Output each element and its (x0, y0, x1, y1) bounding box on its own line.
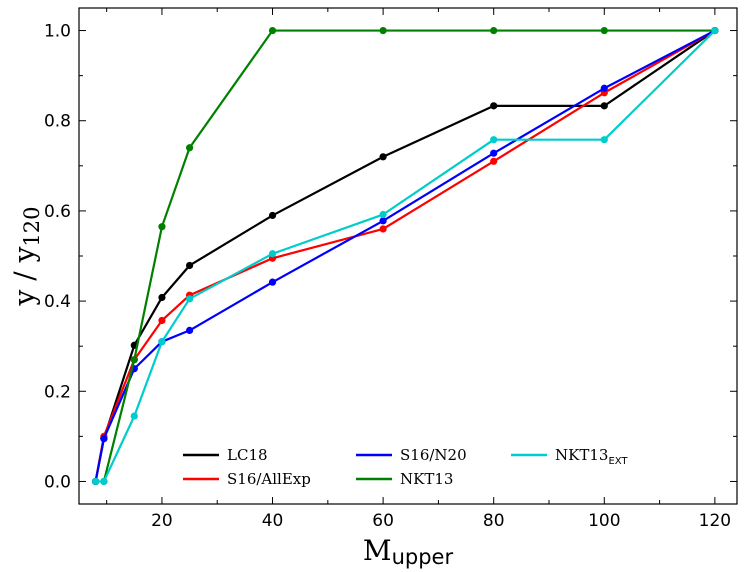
series-line (102, 29, 715, 482)
y-tick-label: 1.0 (44, 22, 71, 42)
data-point (600, 102, 608, 110)
x-axis-label: Mupper (363, 534, 454, 569)
legend-label: NKT13EXT (555, 446, 628, 467)
series-3 (100, 26, 719, 486)
data-point (379, 26, 387, 35)
series-0 (91, 26, 719, 486)
x-tick-label: 20 (151, 511, 173, 531)
data-point (711, 26, 719, 35)
data-point (600, 84, 608, 92)
data-point (490, 157, 498, 165)
data-point (490, 26, 498, 35)
x-tick-label: 80 (483, 511, 505, 531)
y-tick-label: 0.4 (44, 292, 71, 312)
data-point (100, 435, 108, 443)
data-point (268, 211, 277, 220)
y-tick-label: 0.0 (44, 472, 71, 492)
data-point (379, 217, 387, 225)
y-tick-label: 0.2 (44, 382, 71, 402)
data-point (268, 250, 277, 258)
legend-item: S16/N20 (356, 446, 467, 464)
data-point (91, 477, 100, 486)
data-point (379, 225, 387, 233)
series-line (94, 29, 716, 482)
legend-item: NKT13 (356, 470, 453, 488)
series-line (95, 29, 716, 483)
data-point (185, 295, 194, 303)
legend-label: LC18 (227, 446, 268, 464)
data-point (158, 338, 166, 346)
x-tick-label: 60 (372, 511, 394, 531)
data-point (600, 136, 608, 144)
series-line (94, 29, 716, 482)
legend-item: S16/AllExp (183, 470, 311, 488)
series-2 (91, 26, 719, 486)
y-tick-label: 0.6 (44, 202, 71, 222)
y-tick-label: 0.8 (44, 112, 71, 132)
x-tick-label: 40 (262, 511, 284, 531)
data-point (130, 356, 138, 364)
legend-label: S16/AllExp (227, 470, 311, 488)
legend-label: NKT13 (400, 470, 453, 488)
data-point (185, 261, 194, 270)
data-point (100, 477, 108, 486)
legend-item: NKT13EXT (511, 446, 628, 467)
data-point (490, 102, 498, 110)
data-point (490, 136, 498, 144)
legend: LC18 S16/AllExp S16/N20 NKT13 NKT13EXT (183, 446, 628, 488)
series-1 (91, 26, 719, 486)
data-point (158, 293, 166, 302)
legend-item: LC18 (183, 446, 268, 464)
data-point (600, 26, 608, 35)
data-point (379, 153, 387, 161)
x-tick-label: 120 (699, 511, 731, 531)
series-4 (91, 26, 719, 486)
series-layer (91, 26, 719, 486)
legend-label: S16/N20 (400, 446, 467, 464)
axes-layer: 20 40 60 80 100 120 0.0 0.2 0.4 0.6 0.8 1.0 Mupper y … (8, 7, 738, 569)
data-point (268, 26, 277, 35)
data-point (185, 144, 194, 152)
y-axis-label: y / y120 (8, 207, 44, 307)
x-tick-label: 100 (588, 511, 620, 531)
data-point (490, 149, 498, 157)
data-point (158, 316, 166, 325)
data-point (130, 412, 138, 420)
data-point (379, 210, 387, 219)
data-point (158, 223, 166, 231)
data-point (185, 326, 194, 334)
data-point (268, 278, 277, 286)
series-line (94, 29, 716, 482)
